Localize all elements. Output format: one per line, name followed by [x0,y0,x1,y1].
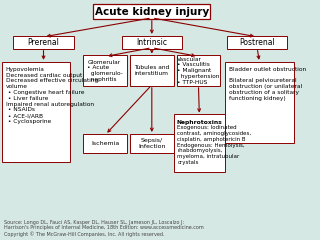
FancyBboxPatch shape [130,55,174,86]
Text: Prerenal: Prerenal [28,38,60,47]
Text: Vascular
• Vasculitis
• Malignant
  hypertension
• TTP-HUS: Vascular • Vasculitis • Malignant hypert… [177,57,220,85]
Text: Intrinsic: Intrinsic [136,38,167,47]
Text: Postrenal: Postrenal [239,38,275,47]
FancyBboxPatch shape [2,62,70,162]
FancyBboxPatch shape [13,36,74,49]
FancyBboxPatch shape [227,36,287,49]
FancyBboxPatch shape [93,4,211,19]
Text: Hypovolemia
Decreased cardiac output
Decreased effective circulating
volume
 • C: Hypovolemia Decreased cardiac output Dec… [6,67,98,124]
FancyBboxPatch shape [225,62,294,144]
Text: Exogenous: Iodinated
contrast, aminoglycosides,
cisplatin, amphotericin B
Endoge: Exogenous: Iodinated contrast, aminoglyc… [177,125,252,165]
FancyBboxPatch shape [84,134,127,153]
FancyBboxPatch shape [122,36,182,49]
Text: Nephrotoxins: Nephrotoxins [176,120,222,125]
Text: Acute kidney injury: Acute kidney injury [95,7,209,17]
Text: Ischemia: Ischemia [91,141,119,146]
Text: Bladder outlet obstruction

Bilateral pelvioureteral
obstruction (or unilateral
: Bladder outlet obstruction Bilateral pel… [228,67,306,101]
Text: Tubules and
interstitium: Tubules and interstitium [134,65,170,76]
Text: Glomerular
• Acute
  glomerulo-
  nephritis: Glomerular • Acute glomerulo- nephritis [87,60,123,82]
Text: Source: Longo DL, Fauci AS, Kasper DL, Hauser SL, Jameson JL, Loscalzo J:
Harris: Source: Longo DL, Fauci AS, Kasper DL, H… [4,220,204,237]
FancyBboxPatch shape [177,55,220,86]
FancyBboxPatch shape [84,55,127,86]
FancyBboxPatch shape [130,134,174,153]
Text: Sepsis/
Infection: Sepsis/ Infection [138,138,165,149]
FancyBboxPatch shape [174,114,225,172]
